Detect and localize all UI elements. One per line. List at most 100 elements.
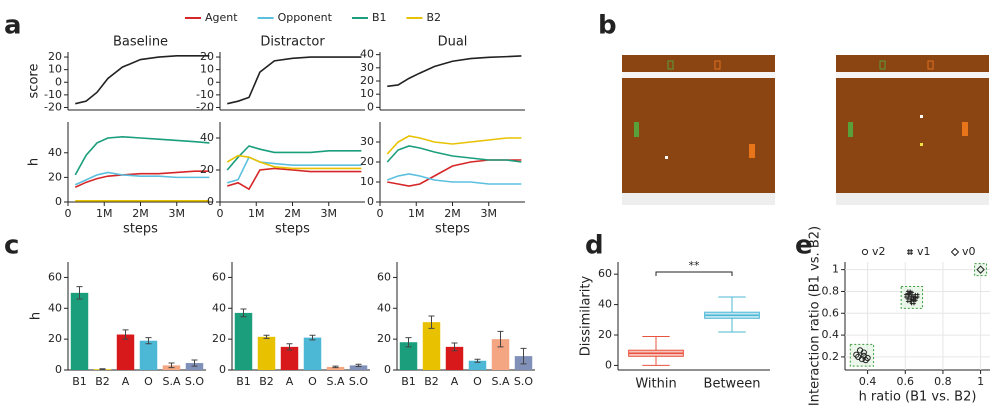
x-tick-label: 0 [65, 207, 72, 220]
x-tick-label: S.A [162, 375, 180, 388]
bar [422, 322, 441, 370]
line-series [226, 154, 362, 170]
error-bar [240, 308, 247, 318]
y-tick-label: 0 [55, 75, 62, 88]
y-tick-label: 40 [48, 146, 62, 159]
bar [116, 334, 135, 370]
bar [234, 312, 253, 370]
x-tick-label: 1M [408, 207, 425, 220]
y-tick-label: 0 [367, 195, 374, 208]
error-bar [286, 343, 293, 351]
y-tick-label: 0 [384, 363, 391, 376]
y-tick-label: -10 [196, 88, 214, 101]
error-bar [520, 347, 527, 365]
x-tick-label: 3M [321, 207, 338, 220]
y-tick-label: 20 [48, 170, 62, 183]
y-tick-label: 60 [377, 270, 391, 283]
annotation: ** [689, 259, 701, 272]
y-axis-label: h [27, 158, 42, 166]
bar [445, 346, 464, 370]
y-tick-label: 20 [360, 74, 374, 87]
y-tick-label: 0 [605, 358, 612, 371]
bar [349, 365, 368, 370]
legend-marker [950, 247, 960, 257]
significance-bracket [655, 271, 733, 276]
bar [280, 346, 299, 370]
y-axis-label: Dissimilarity [579, 276, 594, 357]
x-axis-label: steps [123, 222, 158, 237]
x-tick-label: 0 [217, 207, 224, 220]
y-tick-label: 10 [360, 175, 374, 188]
y-tick-label: -10 [44, 88, 62, 101]
error-bar [355, 363, 362, 367]
x-tick-label: S.O [185, 375, 204, 388]
bar [468, 360, 487, 370]
x-tick-label: 2M [132, 207, 149, 220]
panel-label: a [4, 11, 22, 41]
x-tick-label: B2 [95, 375, 110, 388]
y-tick-label: 1 [832, 263, 839, 276]
error-bar [99, 368, 106, 371]
point [855, 353, 862, 361]
y-tick-label: 0 [55, 195, 62, 208]
line-series [74, 171, 210, 186]
x-tick-label: B1 [401, 375, 416, 388]
whisker [642, 356, 670, 366]
y-tick-label: 20 [212, 332, 226, 345]
point [976, 265, 985, 274]
x-tick-label: B1 [72, 375, 87, 388]
point [913, 292, 920, 299]
y-tick-label: 0 [207, 75, 214, 88]
line-series [226, 145, 362, 171]
error-bar [497, 330, 504, 348]
y-tick-label: 0.2 [822, 350, 840, 363]
legend-label: Opponent [278, 11, 333, 24]
x-axis-label: h ratio (B1 vs. B2) [859, 390, 977, 405]
y-tick-label: 0 [55, 363, 62, 376]
x-tick-label: S.O [349, 375, 368, 388]
error-bar [474, 358, 481, 363]
x-tick-label: Within [635, 377, 676, 392]
x-tick-label: A [286, 375, 294, 388]
error-bar [428, 315, 435, 329]
bar [303, 337, 322, 370]
y-tick-label: 0 [219, 363, 226, 376]
y-tick-label: 20 [48, 50, 62, 63]
x-tick-label: 1M [96, 207, 113, 220]
y-tick-label: 60 [212, 270, 226, 283]
x-tick-label: 0 [377, 207, 384, 220]
line-series [74, 170, 210, 188]
legend-label: B1 [372, 11, 387, 24]
point [906, 297, 913, 304]
line-series [227, 56, 362, 105]
y-tick-label: 60 [598, 267, 612, 280]
legend-label: Agent [205, 11, 238, 24]
panel-label: c [4, 231, 19, 261]
bar [139, 340, 158, 370]
y-tick-label: 0.4 [822, 328, 840, 341]
y-tick-label: -20 [196, 100, 214, 113]
y-tick-label: 10 [48, 63, 62, 76]
whisker [642, 336, 670, 351]
point [906, 289, 913, 296]
y-tick-label: 0.8 [822, 284, 840, 297]
x-tick-label: 3M [169, 207, 186, 220]
y-tick-label: 40 [212, 301, 226, 314]
line-series [386, 135, 522, 155]
y-tick-label: 40 [360, 48, 374, 61]
bar [399, 342, 418, 370]
point [911, 296, 918, 303]
point [904, 292, 911, 299]
y-tick-label: 0.6 [822, 306, 840, 319]
x-tick-label: O [473, 375, 482, 388]
y-tick-label: 0 [207, 195, 214, 208]
error-bar [332, 365, 339, 369]
bar [70, 292, 89, 370]
y-tick-label: 20 [377, 332, 391, 345]
line-series [386, 145, 522, 163]
x-tick-label: 2M [444, 207, 461, 220]
bar [257, 336, 276, 370]
x-tick-label: S.O [514, 375, 533, 388]
line-series [74, 135, 210, 176]
